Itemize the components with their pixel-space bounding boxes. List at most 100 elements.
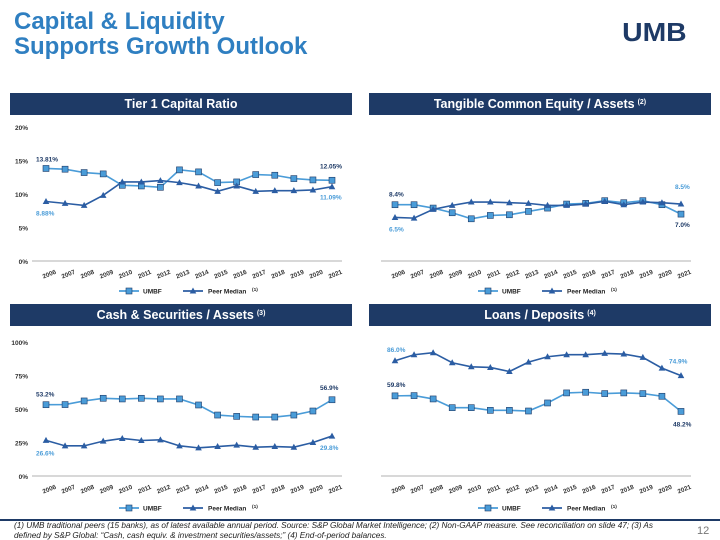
x-tick-label: 2016 — [232, 269, 248, 281]
x-tick-label: 2011 — [486, 484, 502, 496]
data-label: 8.5% — [675, 184, 690, 191]
x-tick-label: 2016 — [232, 484, 248, 496]
data-point-umbf — [99, 170, 107, 178]
x-tick-label: 2015 — [562, 269, 578, 281]
x-tick-label: 2017 — [600, 269, 616, 281]
slide-title: Capital & Liquidity Supports Growth Outl… — [14, 9, 307, 59]
x-tick-label: 2019 — [289, 484, 305, 496]
series-line-umbf — [394, 391, 682, 413]
chart-legend: UMBF Peer Median (1) — [478, 504, 617, 513]
x-tick-label: 2016 — [581, 269, 597, 281]
data-point-peer-median — [391, 357, 399, 364]
chart-title-sup-cash: (3) — [256, 309, 266, 317]
y-tick-label: 75% — [15, 374, 28, 381]
data-point-peer-median — [525, 358, 532, 365]
legend-marker-umbf — [125, 504, 133, 512]
x-tick-label: 2012 — [156, 269, 172, 281]
x-tick-label: 2018 — [270, 484, 286, 496]
x-tick-label: 2019 — [289, 269, 305, 281]
y-tick-label: 20% — [15, 125, 28, 132]
data-point-peer-median — [467, 363, 475, 370]
x-tick-label: 2021 — [677, 484, 693, 496]
y-tick-label: 0% — [19, 474, 29, 481]
umb-logo: UMB — [622, 20, 687, 44]
data-point-umbf — [252, 413, 260, 421]
x-tick-label: 2020 — [658, 269, 674, 281]
data-point-peer-median — [487, 198, 494, 205]
x-tick-label: 2009 — [99, 269, 115, 281]
legend-footnote-marker: (1) — [611, 287, 617, 293]
legend-label-umbf: UMBF — [143, 506, 162, 513]
x-tick-label: 2014 — [543, 484, 559, 496]
data-point-umbf — [601, 390, 609, 397]
chart-title-sup-loans: (4) — [587, 309, 596, 317]
data-point-umbf — [290, 411, 298, 419]
data-point-peer-median — [658, 199, 666, 206]
data-point-peer-median — [42, 436, 50, 443]
x-tick-label: 2009 — [448, 269, 464, 281]
data-label: 86.0% — [387, 347, 406, 354]
data-label: 11.09% — [320, 195, 342, 202]
data-point-umbf — [309, 176, 317, 184]
data-point-umbf — [582, 388, 589, 396]
y-tick-label: 5% — [19, 226, 29, 233]
data-point-peer-median — [620, 350, 628, 357]
data-point-umbf — [61, 401, 69, 408]
data-label: 8.4% — [389, 192, 404, 199]
data-point-peer-median — [328, 432, 336, 439]
data-point-peer-median — [639, 198, 647, 205]
data-point-umbf — [176, 395, 183, 403]
data-point-peer-median — [544, 353, 551, 360]
data-point-umbf — [410, 392, 418, 399]
x-tick-label: 2013 — [524, 269, 540, 281]
data-point-umbf — [506, 407, 513, 414]
data-point-peer-median — [99, 437, 107, 444]
data-label: 8.88% — [36, 211, 55, 218]
data-label: 74.9% — [669, 359, 688, 366]
data-point-peer-median — [309, 439, 317, 445]
x-tick-label: 2008 — [80, 269, 96, 281]
data-point-umbf — [271, 171, 279, 179]
chart-header-loans: Loans / Deposits (4) — [369, 304, 711, 326]
data-point-peer-median — [506, 199, 513, 206]
series-line-peer-median — [394, 351, 682, 377]
x-tick-label: 2011 — [137, 484, 153, 496]
data-point-umbf — [328, 176, 336, 184]
data-point-umbf — [620, 389, 628, 397]
legend-marker-peer-median — [548, 287, 556, 294]
data-point-umbf — [80, 397, 88, 405]
data-point-peer-median — [429, 205, 437, 212]
x-tick-label: 2010 — [467, 269, 483, 281]
x-tick-label: 2013 — [524, 484, 540, 496]
data-point-umbf — [252, 171, 260, 178]
data-point-peer-median — [429, 349, 437, 356]
data-point-peer-median — [271, 443, 279, 450]
x-tick-label: 2006 — [391, 269, 407, 281]
data-point-umbf — [214, 411, 221, 419]
x-tick-label: 2018 — [270, 269, 286, 281]
data-point-peer-median — [601, 349, 609, 356]
x-tick-label: 2015 — [213, 484, 229, 496]
x-tick-label: 2021 — [677, 269, 693, 281]
x-tick-label: 2016 — [581, 484, 597, 496]
legend-footnote-marker: (1) — [252, 287, 258, 293]
data-point-peer-median — [582, 200, 589, 207]
data-point-umbf — [99, 394, 107, 402]
x-tick-label: 2007 — [61, 484, 77, 496]
data-point-peer-median — [582, 351, 589, 358]
series-line-peer-median — [394, 200, 682, 219]
data-point-umbf — [42, 165, 50, 172]
series-line-umbf — [45, 167, 333, 189]
data-label: 29.8% — [320, 445, 339, 452]
data-point-peer-median — [620, 201, 628, 208]
x-tick-label: 2018 — [619, 484, 635, 496]
x-tick-label: 2009 — [99, 484, 115, 496]
data-point-peer-median — [639, 353, 647, 360]
data-point-peer-median — [601, 197, 609, 204]
x-tick-label: 2006 — [42, 269, 58, 281]
legend-marker-peer-median — [189, 504, 197, 511]
data-point-umbf — [658, 392, 666, 400]
data-point-umbf — [487, 407, 494, 414]
chart-cash-securities-assets: 0%25%50%75%100%2006 2007 2008 2009 2010 2011 2… — [11, 340, 343, 513]
data-point-umbf — [328, 396, 336, 404]
